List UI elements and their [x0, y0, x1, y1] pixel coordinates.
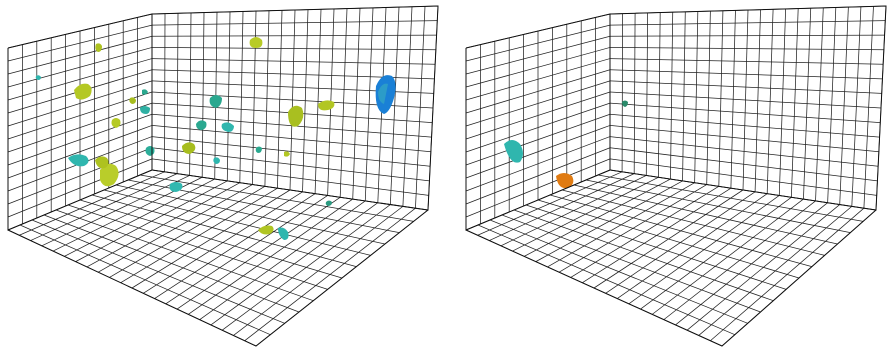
left-box-edges-2	[151, 5, 439, 211]
blob-teal	[140, 106, 150, 114]
blob-yellow	[258, 225, 274, 235]
blob-yellow	[284, 151, 290, 157]
right-back-wall-grid	[609, 5, 887, 211]
left-side-wall-grid	[7, 13, 153, 231]
blob-teal	[504, 140, 523, 163]
left-grid-box	[7, 5, 439, 347]
blob-blue-highlight	[378, 83, 388, 104]
blob-yellow	[74, 83, 92, 100]
left-box-edges-3	[7, 209, 429, 347]
blob-yellow	[129, 97, 136, 104]
right-3d-view[interactable]	[446, 0, 891, 349]
blob-teal	[169, 182, 183, 192]
blob-teal	[145, 146, 155, 156]
blob-teal	[196, 120, 207, 130]
blob-teal	[213, 157, 220, 164]
blob-yellow	[100, 163, 119, 187]
right-box-edges-3	[465, 209, 877, 347]
blob-yellow	[95, 43, 102, 52]
blob-teal	[35, 75, 41, 80]
blob-teal	[209, 95, 222, 108]
blob-teal	[255, 146, 262, 153]
right-blobs	[504, 100, 628, 189]
blob-yellow	[111, 118, 121, 128]
left-blobs	[35, 37, 396, 240]
blob-yellow	[95, 156, 109, 169]
blob-yellow	[318, 100, 335, 111]
blob-teal	[325, 200, 332, 206]
blob-teal	[68, 154, 89, 167]
right-grid-box	[465, 5, 887, 347]
right-box-edges-2	[609, 5, 887, 211]
blob-orange	[556, 173, 574, 189]
blob-teal	[278, 227, 289, 240]
left-3d-view[interactable]	[0, 0, 445, 349]
blob-yellow	[182, 142, 196, 154]
blob-yellow	[288, 105, 304, 127]
blob-yellow	[249, 37, 263, 48]
blob-teal-small	[622, 100, 628, 107]
blob-teal	[221, 122, 234, 132]
blob-teal	[142, 89, 148, 95]
right-floor-grid	[465, 169, 877, 347]
right-side-wall-grid	[465, 13, 611, 231]
left-floor-grid	[7, 169, 429, 347]
